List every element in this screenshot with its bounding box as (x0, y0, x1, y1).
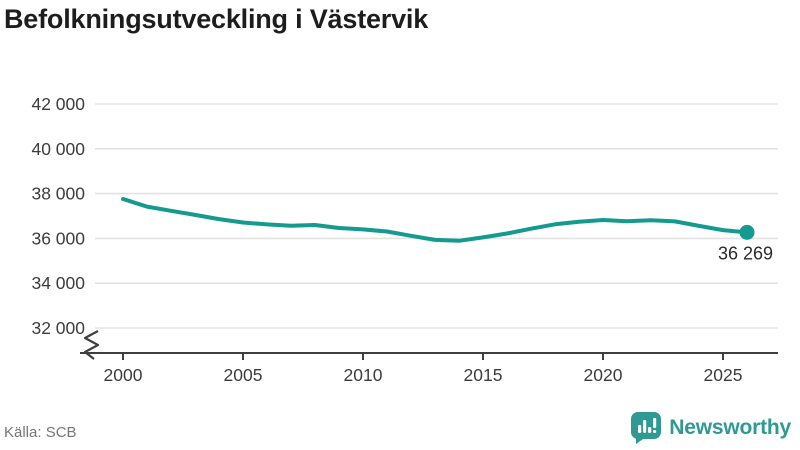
newsworthy-logo[interactable]: Newsworthy (630, 411, 791, 445)
y-tick-label: 32 000 (31, 318, 85, 338)
page-title: Befolkningsutveckling i Västervik (4, 4, 429, 34)
x-tick-label: 2000 (104, 365, 143, 385)
x-tick-label: 2020 (584, 365, 623, 385)
x-tick-label: 2015 (464, 365, 503, 385)
y-tick-label: 36 000 (31, 228, 85, 248)
x-tick-label: 2010 (344, 365, 383, 385)
x-tick-label: 2005 (224, 365, 263, 385)
latest-value-dot (739, 224, 755, 240)
y-tick-label: 40 000 (31, 139, 85, 159)
latest-value-label: 36 269 (718, 243, 773, 263)
source-credit: Källa: SCB (4, 424, 77, 441)
brand-name: Newsworthy (669, 416, 791, 439)
y-tick-label: 34 000 (31, 273, 85, 293)
y-tick-label: 38 000 (31, 184, 85, 204)
x-tick-label: 2025 (704, 365, 743, 385)
population-line (121, 197, 749, 243)
newsworthy-chart-bubble-icon (631, 412, 662, 444)
y-tick-label: 42 000 (31, 94, 85, 114)
axis-break-icon (83, 330, 100, 360)
